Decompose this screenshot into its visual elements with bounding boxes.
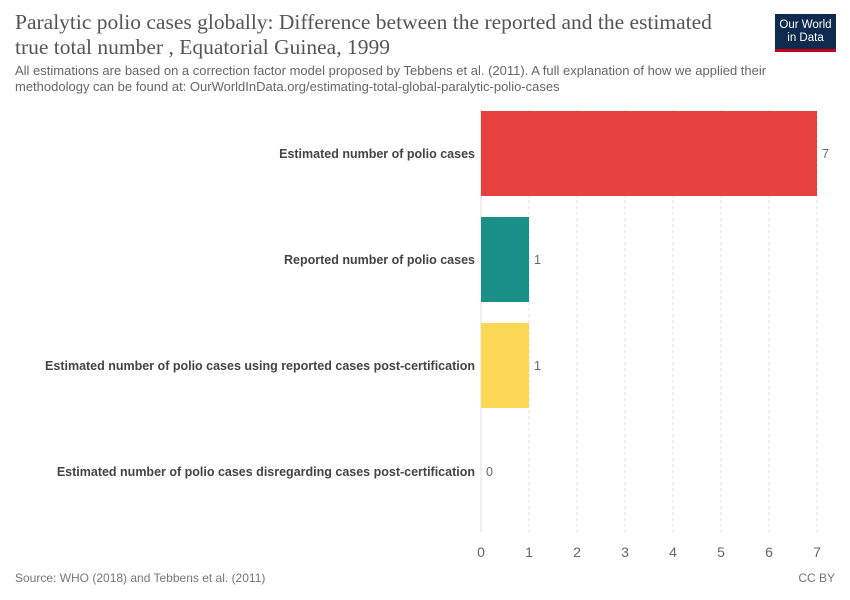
bar [481,217,529,302]
x-tick-label: 6 [765,544,773,560]
x-tick-label: 7 [813,544,821,560]
x-tick-label: 5 [717,544,725,560]
value-label: 0 [486,465,493,479]
source-note: Source: WHO (2018) and Tebbens et al. (2… [15,571,266,585]
license-link[interactable]: CC BY [798,571,835,585]
x-tick-label: 3 [621,544,629,560]
value-label: 1 [534,359,541,373]
category-label: Reported number of polio cases [284,253,475,267]
category-label: Estimated number of polio cases [279,147,475,161]
bar [481,323,529,408]
logo-line-1: Our World [779,18,832,31]
category-label: Estimated number of polio cases using re… [45,359,475,373]
x-tick-label: 1 [525,544,533,560]
value-label: 7 [822,147,829,161]
x-tick-label: 4 [669,544,677,560]
x-tick-label: 2 [573,544,581,560]
bar [481,111,817,196]
x-tick-label: 0 [477,544,485,560]
category-label: Estimated number of polio cases disregar… [57,465,475,479]
owid-logo[interactable]: Our World in Data [775,14,836,52]
chart-subtitle: All estimations are based on a correctio… [15,63,767,94]
value-label: 1 [534,253,541,267]
logo-line-2: in Data [787,31,824,44]
chart-title: Paralytic polio cases globally: Differen… [15,10,712,59]
